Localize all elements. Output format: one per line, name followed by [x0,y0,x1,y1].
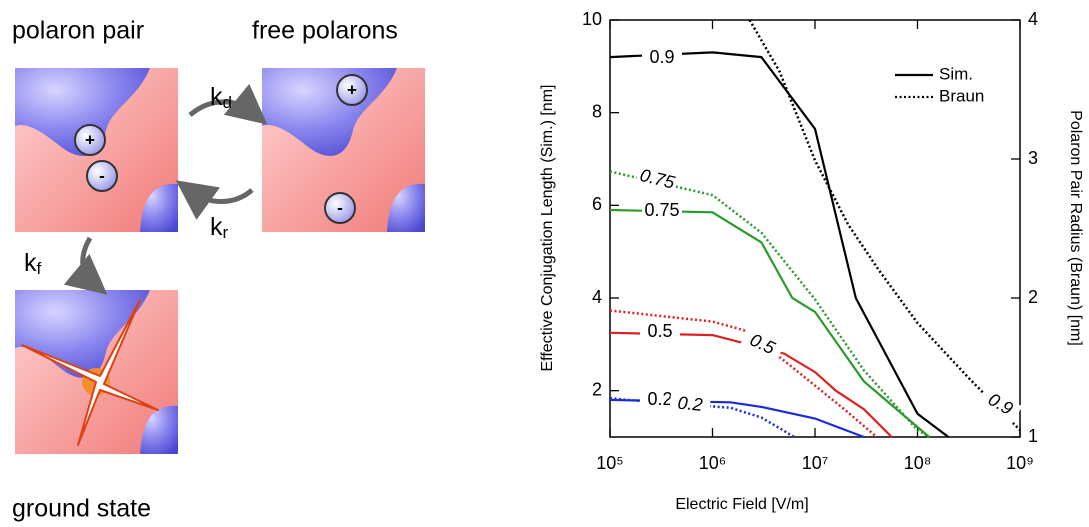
y2-axis-title: Polaron Pair Radius (Braun) [nm] [1067,110,1084,346]
curve-label: 0.75 [642,200,682,221]
curve-label: 0.9 [642,47,682,68]
state-label: free polarons [252,17,398,45]
state-label: polaron pair [12,17,144,45]
y-tick-label: 2 [592,379,602,399]
y-tick-label: 6 [592,194,602,214]
chart: Electric Field [V/m] Effective Conjugati… [539,85,1084,514]
pair-panel: + - [15,68,178,232]
curve-label: 0.9 [977,386,1023,424]
legend-label: Sim. [939,64,973,83]
y-axis-title: Effective Conjugation Length (Sim.) [nm] [539,85,556,372]
label-bg [642,48,682,68]
curve-label-text: 0.2 [647,389,672,409]
charge: + [347,80,357,99]
rate: kr [210,213,229,243]
curve-label-text: 0.75 [644,200,679,220]
x-axis-title: Electric Field [V/m] [675,496,808,513]
label-bg [739,327,785,363]
curve-label-text: 0.75 [638,165,678,193]
y-tick-label: 8 [592,101,602,121]
label-bg [642,201,682,221]
curve-label: 0.5 [640,321,680,342]
rate: kd [210,83,232,113]
charge: - [99,166,105,185]
y-tick-label: 10 [582,9,602,29]
x-tick-label: 10⁹ [1006,453,1034,473]
y2-tick-label: 2 [1028,287,1038,307]
charge: + [85,130,95,149]
y2-tick-label: 1 [1028,426,1038,446]
state-label: ground state [12,495,151,523]
diagram: polaron pair free polarons ground state … [12,17,425,523]
series-line [609,170,930,439]
curve-label: 0.5 [739,327,785,363]
charge: - [337,198,343,217]
x-tick-label: 10⁵ [596,453,623,473]
curve-label: 0.2 [669,393,711,417]
curve-label-text: 0.2 [677,393,704,415]
x-tick-label: 10⁶ [699,453,726,473]
series-line [609,331,893,438]
series-line [609,208,930,438]
rate: kf [24,249,42,279]
label-bg [635,165,679,195]
free-panel: + - [262,68,425,232]
series-line [609,51,950,438]
legend-label: Braun [939,86,984,105]
series-line [748,19,1021,431]
x-tick-label: 10⁸ [904,453,932,473]
label-bg [977,386,1023,424]
y2-tick-label: 4 [1028,9,1038,29]
label-bg [669,393,711,417]
y2-tick-label: 3 [1028,148,1038,168]
label-bg [640,322,680,342]
curve-label: 0.75 [635,165,679,195]
ground-panel [15,290,178,454]
y-tick-label: 4 [592,287,602,307]
series-line [609,309,878,438]
x-tick-label: 10⁷ [802,453,829,473]
curve-label-text: 0.5 [647,321,672,341]
curve-label-text: 0.9 [649,47,674,67]
